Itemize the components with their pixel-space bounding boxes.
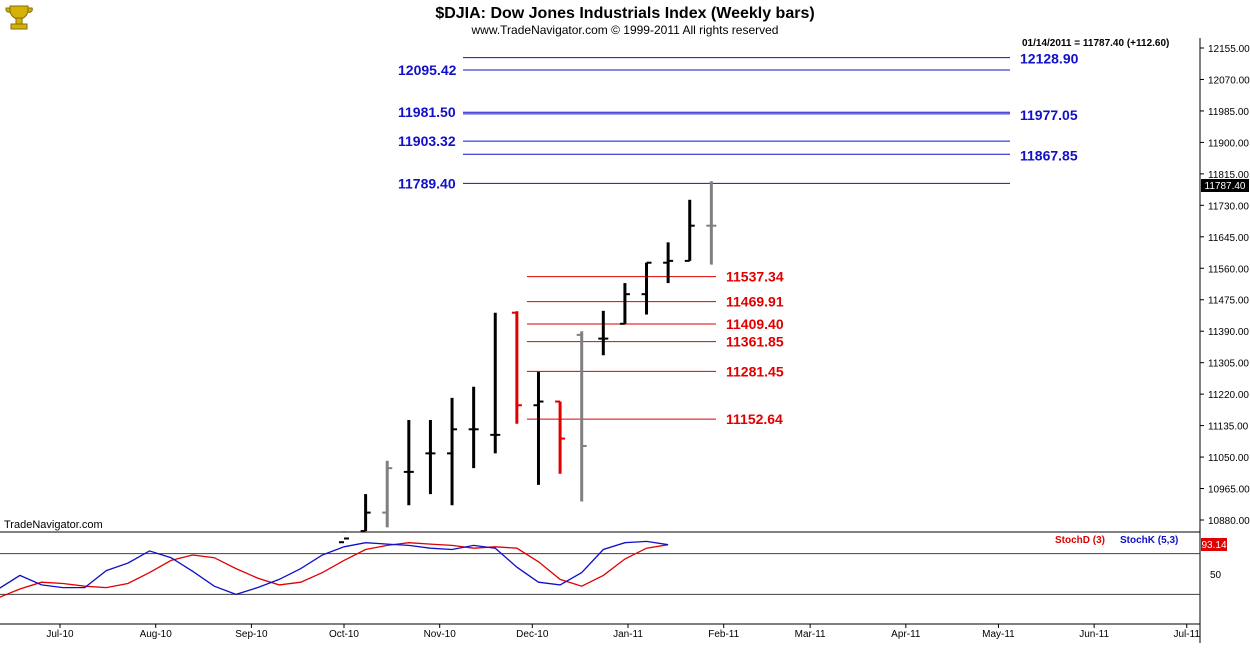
fib-levels: 12095.42 11981.50 11903.32 11789.40 12128.90… <box>398 51 1079 427</box>
price-axis: 10880.00 10965.00 11050.00 11135.00 11220.00… <box>1200 44 1250 527</box>
price-tick-label: 11900.00 <box>1208 138 1249 149</box>
date-tick-label: Mar-11 <box>795 629 826 640</box>
ohlc-bar <box>619 283 630 325</box>
price-tick-label: 11475.00 <box>1208 296 1249 307</box>
stochastic-panel: 50 <box>0 540 1222 598</box>
blue-level-label: 11789.40 <box>398 175 456 191</box>
stoch-value-label: 93.14 <box>1201 540 1226 551</box>
red-level-label: 11469.91 <box>726 294 784 310</box>
red-level-label: 11409.40 <box>726 316 784 332</box>
date-tick-label: Dec-10 <box>516 629 549 640</box>
ohlc-bar <box>339 531 349 544</box>
ohlc-bar <box>511 311 522 424</box>
date-tick-label: Jul-11 <box>1173 629 1200 640</box>
date-tick-label: Jun-11 <box>1079 629 1109 640</box>
ohlc-bar <box>382 460 393 528</box>
trophy-icon <box>5 5 33 30</box>
price-bars <box>339 181 717 544</box>
date-tick-label: Jan-11 <box>613 629 643 640</box>
ohlc-bar <box>533 371 544 485</box>
stoch-line <box>0 540 669 596</box>
date-tick-label: May-11 <box>982 629 1015 640</box>
ohlc-bar <box>641 261 652 315</box>
date-tick-label: Apr-11 <box>891 629 921 640</box>
ohlc-bar <box>576 331 587 502</box>
watermark-text: TradeNavigator.com <box>4 519 103 531</box>
date-tick-label: Oct-10 <box>329 629 359 640</box>
price-tick-label: 12070.00 <box>1208 75 1250 86</box>
date-tick-label: Sep-10 <box>235 629 268 640</box>
current-price-label: 11787.40 <box>1205 181 1246 192</box>
ohlc-bar <box>663 242 674 284</box>
ohlc-bar <box>555 400 566 474</box>
chart-title: $DJIA: Dow Jones Industrials Index (Week… <box>435 5 814 22</box>
ohlc-bar <box>425 420 436 495</box>
stoch-tick-label: 50 <box>1210 570 1222 581</box>
price-tick-label: 11560.00 <box>1208 264 1249 275</box>
price-tick-label: 11305.00 <box>1208 359 1249 370</box>
blue-level-label: 11903.32 <box>398 133 456 149</box>
blue-level-label: 11977.05 <box>1020 107 1078 123</box>
price-tick-label: 10880.00 <box>1208 516 1250 527</box>
blue-level-label: 11981.50 <box>398 104 456 120</box>
copyright-text: www.TradeNavigator.com © 1999-2011 All r… <box>471 23 779 37</box>
date-tick-label: Jul-10 <box>46 629 74 640</box>
price-tick-label: 11730.00 <box>1208 201 1249 212</box>
blue-level-label: 12095.42 <box>398 62 457 78</box>
ohlc-bar <box>360 494 371 533</box>
red-level-label: 11281.45 <box>726 363 784 379</box>
price-tick-label: 11985.00 <box>1208 107 1249 118</box>
date-axis: Jul-10 Aug-10 Sep-10 Oct-10 Nov-10 Dec-10 Jan-… <box>46 624 1200 640</box>
date-tick-label: Feb-11 <box>708 629 739 640</box>
ohlc-bar <box>684 199 695 262</box>
ohlc-bar <box>490 312 501 454</box>
stoch-line <box>0 542 669 598</box>
stochk-legend: StochK (5,3) <box>1120 535 1178 546</box>
red-level-label: 11361.85 <box>726 334 784 350</box>
price-tick-label: 11135.00 <box>1208 422 1249 433</box>
date-tick-label: Nov-10 <box>424 629 457 640</box>
stoch-value-badge <box>1201 538 1227 551</box>
ohlc-bar <box>447 397 458 506</box>
price-tick-label: 10965.00 <box>1208 485 1250 496</box>
date-tick-label: Aug-10 <box>140 629 173 640</box>
price-tick-label: 11390.00 <box>1208 327 1249 338</box>
current-price-badge <box>1201 179 1249 192</box>
price-tick-label: 11050.00 <box>1208 453 1249 464</box>
ohlc-bar <box>468 386 479 469</box>
stochd-legend: StochD (3) <box>1055 535 1105 546</box>
price-tick-label: 12155.00 <box>1208 44 1250 55</box>
blue-level-label: 11867.85 <box>1020 147 1078 163</box>
price-tick-label: 11815.00 <box>1208 170 1249 181</box>
price-tick-label: 11645.00 <box>1208 233 1249 244</box>
last-quote-text: 01/14/2011 = 11787.40 (+112.60) <box>1022 38 1169 49</box>
ohlc-bar <box>403 420 414 506</box>
red-level-label: 11152.64 <box>726 411 783 427</box>
price-tick-label: 11220.00 <box>1208 390 1249 401</box>
ohlc-bar <box>598 310 609 356</box>
ohlc-bar <box>706 181 717 265</box>
blue-level-label: 12128.90 <box>1020 51 1079 67</box>
red-level-label: 11537.34 <box>726 269 784 285</box>
